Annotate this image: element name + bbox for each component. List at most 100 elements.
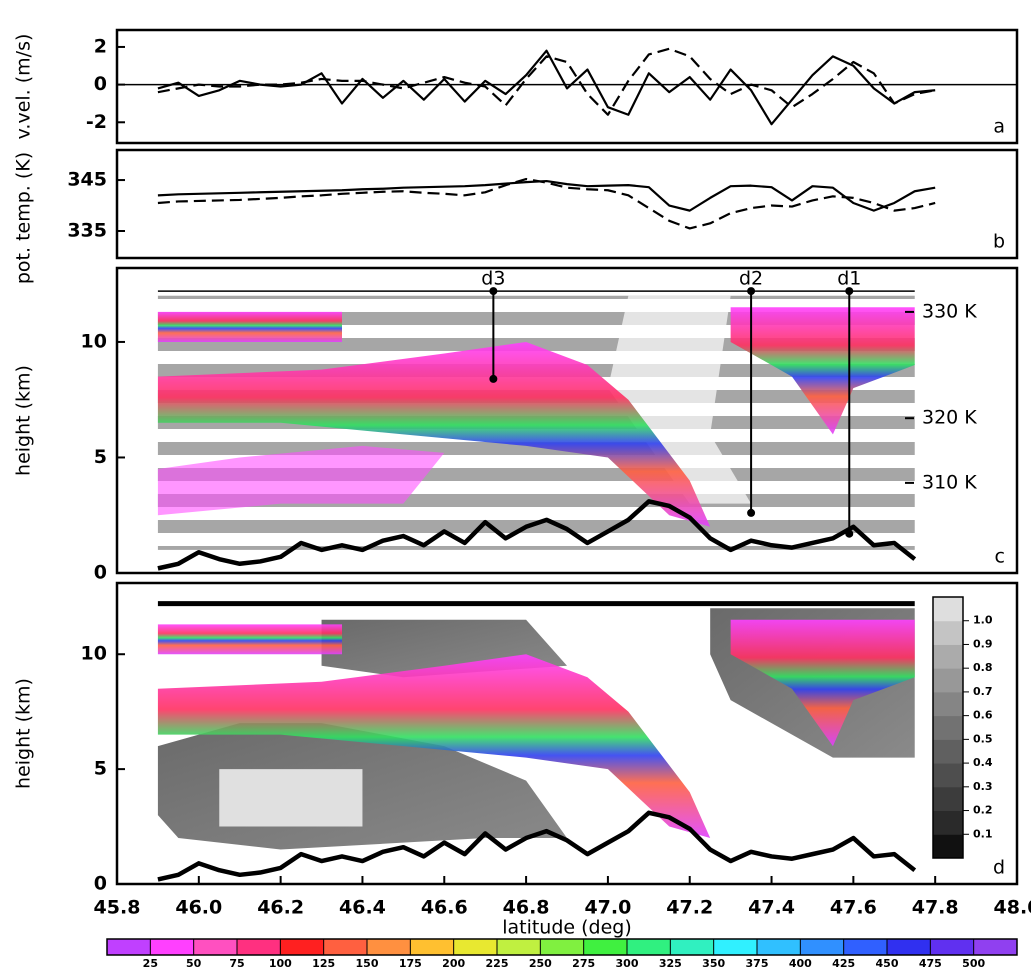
x-tick-label: 45.8 bbox=[94, 897, 141, 919]
x-tick-label: 47.0 bbox=[584, 897, 631, 919]
panel-frame bbox=[117, 150, 1017, 258]
y-axis-label: v.vel. (m/s) bbox=[13, 34, 35, 140]
colorbar-box bbox=[627, 939, 671, 955]
x-axis-label: latitude (deg) bbox=[502, 917, 632, 939]
y-tick-label: 2 bbox=[94, 35, 107, 57]
colorbar-box bbox=[930, 939, 974, 955]
profile-end bbox=[489, 375, 497, 383]
radar-echo bbox=[158, 312, 342, 342]
data-line bbox=[158, 51, 935, 124]
colorbar-box bbox=[714, 939, 758, 955]
scale-tick-label: 0.6 bbox=[973, 709, 993, 722]
scale-box bbox=[933, 763, 963, 787]
scale-box bbox=[933, 834, 963, 858]
scale-box bbox=[933, 644, 963, 668]
colorbar-box bbox=[757, 939, 801, 955]
scale-tick-label: 0.9 bbox=[973, 637, 993, 650]
y-tick-label: 5 bbox=[94, 758, 107, 780]
data-line bbox=[158, 181, 935, 211]
colorbar-tick-label: 75 bbox=[229, 957, 244, 970]
colorbar-box bbox=[410, 939, 454, 955]
colorbar-box bbox=[324, 939, 368, 955]
x-tick-label: 48.0 bbox=[994, 897, 1031, 919]
colorbar-tick-label: 450 bbox=[876, 957, 899, 970]
colorbar-box bbox=[367, 939, 411, 955]
profile-end bbox=[747, 509, 755, 517]
data-line bbox=[158, 49, 935, 115]
x-tick-label: 46.8 bbox=[503, 897, 550, 919]
y-tick-label: 0 bbox=[94, 873, 107, 895]
colorbar-box bbox=[280, 939, 324, 955]
colorbar-box bbox=[844, 939, 888, 955]
profile-label: d2 bbox=[739, 268, 763, 290]
x-tick-label: 46.2 bbox=[257, 897, 304, 919]
panel-label: c bbox=[995, 546, 1005, 568]
colorbar-tick-label: 300 bbox=[616, 957, 639, 970]
y-tick-label: 335 bbox=[67, 220, 107, 242]
scale-tick-label: 0.3 bbox=[973, 780, 993, 793]
colorbar-tick-label: 175 bbox=[399, 957, 422, 970]
colorbar-tick-label: 500 bbox=[962, 957, 985, 970]
panel: 345 335 b pot. temp. (K) bbox=[13, 150, 1018, 284]
scale-box bbox=[933, 811, 963, 835]
colorbar-box bbox=[454, 939, 498, 955]
y-tick-label: 10 bbox=[81, 643, 107, 665]
scale-box bbox=[933, 716, 963, 740]
x-tick-label: 47.4 bbox=[748, 897, 795, 919]
scale-tick-label: 0.1 bbox=[973, 827, 993, 840]
scale-tick-label: 1.0 bbox=[973, 614, 993, 627]
x-tick-label: 47.2 bbox=[666, 897, 713, 919]
scale-tick-label: 0.5 bbox=[973, 732, 993, 745]
scale-tick-label: 0.7 bbox=[973, 685, 993, 698]
colorbar-box bbox=[497, 939, 541, 955]
colorbar-box bbox=[887, 939, 931, 955]
profile-label: d1 bbox=[837, 268, 861, 290]
panel-label: b bbox=[993, 231, 1005, 253]
colorbar-box bbox=[150, 939, 194, 955]
isentrope-label: 320 K bbox=[922, 407, 977, 429]
y-axis-label: height (km) bbox=[13, 678, 35, 789]
y-axis-label: height (km) bbox=[13, 365, 35, 476]
x-tick-label: 47.6 bbox=[830, 897, 877, 919]
y-tick-label: 5 bbox=[94, 446, 107, 468]
panel-label: a bbox=[993, 116, 1005, 138]
scale-box bbox=[933, 668, 963, 692]
y-tick-label: 345 bbox=[67, 169, 107, 191]
colorbar-box bbox=[584, 939, 628, 955]
isentrope-label: 330 K bbox=[922, 300, 977, 322]
x-tick-label: 46.6 bbox=[421, 897, 468, 919]
scale-box bbox=[933, 739, 963, 763]
colorbar-tick-label: 325 bbox=[659, 957, 682, 970]
profile-label: d3 bbox=[481, 268, 505, 290]
colorbar-box bbox=[670, 939, 714, 955]
colorbar-tick-label: 400 bbox=[789, 957, 812, 970]
colorbar-tick-label: 25 bbox=[143, 957, 158, 970]
colorbar-tick-label: 200 bbox=[442, 957, 465, 970]
colorbar-tick-label: 375 bbox=[746, 957, 769, 970]
scale-box bbox=[933, 787, 963, 811]
scale-box bbox=[933, 692, 963, 716]
colorbar-box bbox=[540, 939, 584, 955]
colorbar-tick-label: 225 bbox=[486, 957, 509, 970]
x-tick-label: 47.8 bbox=[912, 897, 959, 919]
colorbar-box bbox=[974, 939, 1018, 955]
scale-tick-label: 0.2 bbox=[973, 804, 993, 817]
scale-tick-label: 0.8 bbox=[973, 661, 993, 674]
colorbar-tick-label: 150 bbox=[356, 957, 379, 970]
colorbar-tick-label: 125 bbox=[312, 957, 335, 970]
cloud-field bbox=[219, 769, 362, 826]
colorbar-box bbox=[194, 939, 238, 955]
profile-end bbox=[845, 530, 853, 538]
x-tick-label: 46.4 bbox=[339, 897, 386, 919]
colorbar-tick-label: 350 bbox=[702, 957, 725, 970]
y-axis-label: pot. temp. (K) bbox=[13, 152, 35, 284]
radar-echo bbox=[158, 624, 342, 654]
colorbar-tick-label: 100 bbox=[269, 957, 292, 970]
panel-label: d bbox=[993, 857, 1005, 879]
colorbar-tick-label: 50 bbox=[186, 957, 202, 970]
y-tick-label: -2 bbox=[86, 111, 107, 133]
